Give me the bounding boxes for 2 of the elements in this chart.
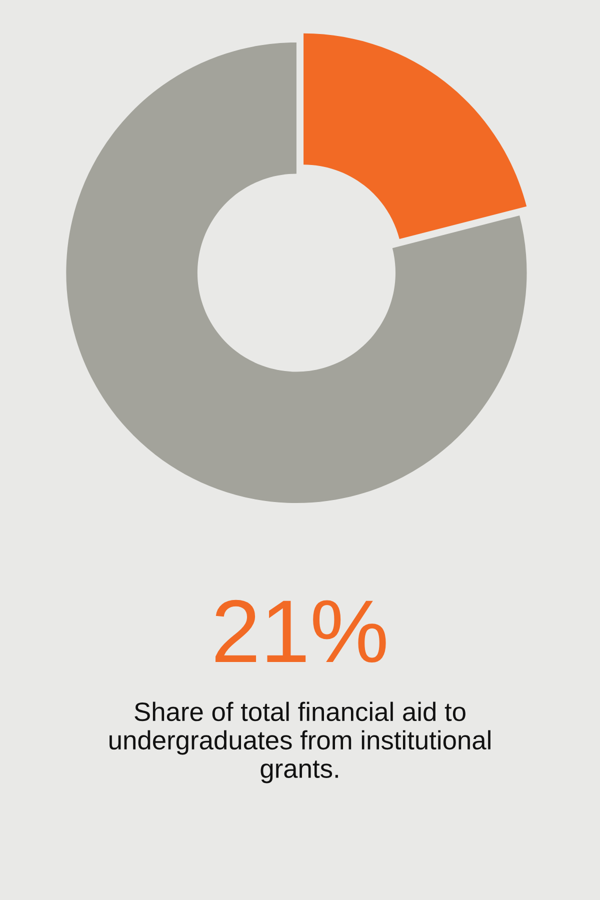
- text: Share of total financial aid to undergraduates from institutional grants.: [110, 702, 490, 784]
- text: 21%: [216, 600, 386, 663]
